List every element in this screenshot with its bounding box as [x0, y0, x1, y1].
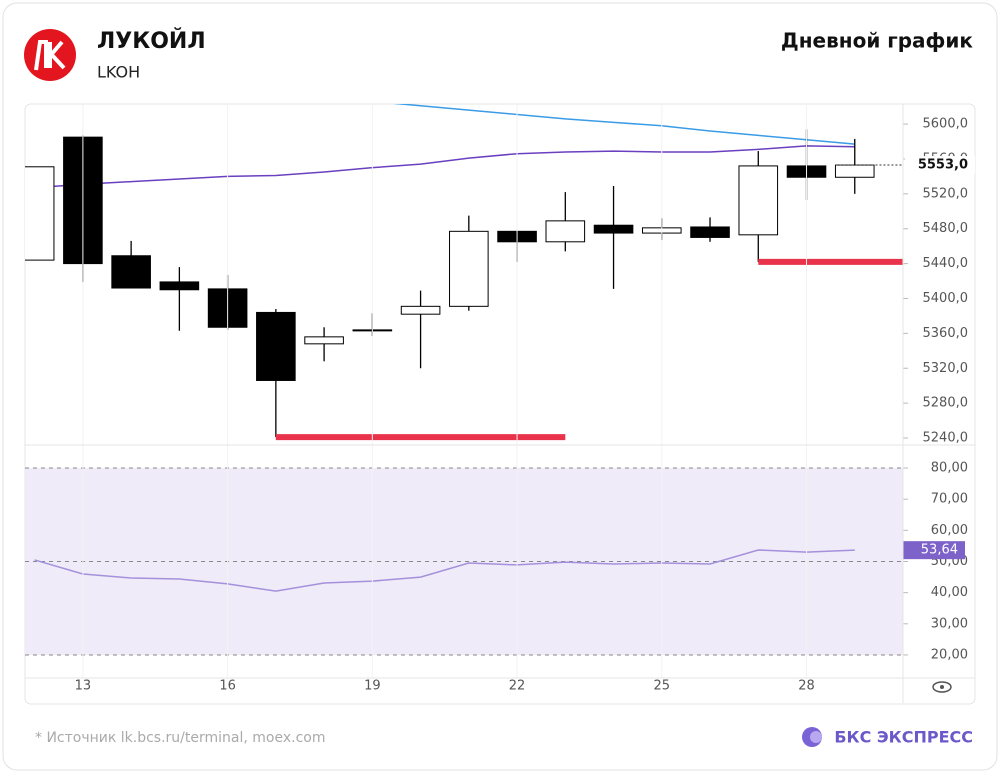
ticker-name: ЛУКОЙЛ [97, 28, 206, 54]
x-tick-label: 28 [798, 679, 815, 694]
candle-body [545, 220, 586, 243]
y-tick-label: 5280,0 [923, 396, 969, 411]
y-tick-label: 80,00 [931, 461, 968, 476]
y-tick-label: 5320,0 [923, 361, 969, 376]
y-tick-label: 70,00 [931, 492, 968, 507]
candle-body [690, 226, 730, 238]
y-tick-label: 5240,0 [923, 431, 969, 446]
rsi-line [34, 549, 855, 592]
candle-body [25, 166, 55, 261]
chart-label: Дневной график [781, 29, 974, 53]
y-tick-label: 5360,0 [923, 326, 969, 341]
moving-average [392, 104, 855, 145]
candle-body [400, 305, 441, 315]
y-tick-label: 5480,0 [923, 221, 969, 236]
moving-average [34, 145, 855, 189]
y-tick-label: 5400,0 [923, 291, 969, 306]
rsi-last-box [903, 541, 965, 560]
x-tick-label: 16 [219, 679, 236, 694]
candle-body [111, 255, 151, 289]
logo [24, 29, 76, 81]
candle-body [738, 165, 779, 236]
candle-body [304, 336, 344, 345]
x-tick-label: 13 [75, 679, 92, 694]
eye-icon[interactable] [932, 681, 952, 693]
candle-body [449, 230, 489, 307]
candle-body [834, 164, 875, 178]
ticker-code: LKOH [97, 63, 140, 82]
y-tick-label: 5440,0 [923, 256, 969, 271]
y-tick-label: 30,00 [931, 616, 968, 631]
brand: БКС ЭКСПРЕСС [834, 728, 973, 747]
y-tick-label: 5600,0 [923, 117, 969, 132]
x-tick-label: 22 [509, 679, 526, 694]
candle-body [159, 281, 200, 291]
brand-logo [802, 727, 822, 747]
candle-body [256, 311, 296, 381]
rsi-panel [25, 467, 903, 656]
x-tick-label: 25 [654, 679, 671, 694]
candle-body [593, 224, 634, 234]
y-tick-label: 5520,0 [923, 186, 969, 201]
source-note: * Источник lk.bcs.ru/terminal, moex.com [35, 730, 325, 746]
last-price-label: 5553,0 [918, 158, 968, 173]
chart-frame [24, 103, 976, 705]
y-tick-label: 20,00 [931, 647, 968, 662]
rsi-last-label: 53,64 [921, 543, 958, 558]
plot: 13 16 19 22 25 28 5240,0 5280,0 5320,0 5360,0 5400… [25, 104, 975, 694]
x-tick-label: 19 [364, 679, 381, 694]
last-price-box [905, 156, 975, 175]
y-tick-label: 60,00 [931, 523, 968, 538]
y-tick-label: 40,00 [931, 585, 968, 600]
